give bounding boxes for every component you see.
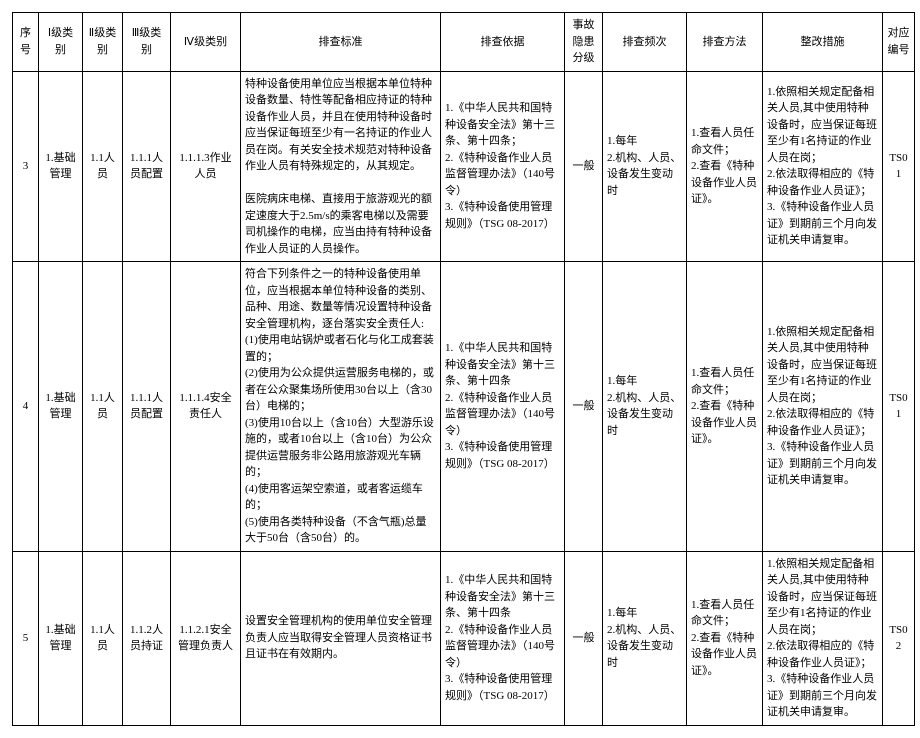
- h-meth: 排查方法: [687, 13, 763, 72]
- header-row: 序号 Ⅰ级类别 Ⅱ级类别 Ⅲ级类别 Ⅳ级类别 排查标准 排查依据 事故隐患分级 …: [13, 13, 915, 72]
- cell-seq: 4: [13, 262, 39, 552]
- cell-code: TS01: [883, 262, 915, 552]
- table-row: 51.基础管理1.1人员1.1.2人员持证1.1.2.1安全管理负责人设置安全管…: [13, 551, 915, 725]
- cell-c1: 1.基础管理: [39, 262, 83, 552]
- cell-std: 设置安全管理机构的使用单位安全管理负责人应当取得安全管理人员资格证书且证书在有效…: [241, 551, 441, 725]
- h-code: 对应编号: [883, 13, 915, 72]
- cell-risk: 一般: [565, 71, 603, 262]
- cell-code: TS02: [883, 551, 915, 725]
- cell-c4: 1.1.2.1安全管理负责人: [171, 551, 241, 725]
- cell-freq: 1.每年2.机构、人员、设备发生变动时: [603, 551, 687, 725]
- cell-meth: 1.查看人员任命文件；2.查看《特种设备作业人员证》。: [687, 262, 763, 552]
- h-c4: Ⅳ级类别: [171, 13, 241, 72]
- h-c3: Ⅲ级类别: [123, 13, 171, 72]
- cell-basis: 1.《中华人民共和国特种设备安全法》第十三条、第十四条2.《特种设备作业人员监督…: [441, 262, 565, 552]
- cell-code: TS01: [883, 71, 915, 262]
- cell-freq: 1.每年2.机构、人员、设备发生变动时: [603, 71, 687, 262]
- h-freq: 排查频次: [603, 13, 687, 72]
- h-seq: 序号: [13, 13, 39, 72]
- h-c1: Ⅰ级类别: [39, 13, 83, 72]
- cell-std: 符合下列条件之一的特种设备使用单位，应当根据本单位特种设备的类别、品种、用途、数…: [241, 262, 441, 552]
- h-act: 整改措施: [763, 13, 883, 72]
- cell-risk: 一般: [565, 262, 603, 552]
- inspection-table: 序号 Ⅰ级类别 Ⅱ级类别 Ⅲ级类别 Ⅳ级类别 排查标准 排查依据 事故隐患分级 …: [12, 12, 915, 726]
- cell-act: 1.依照相关规定配备相关人员,其中使用特种设备时，应当保证每班至少有1名持证的作…: [763, 262, 883, 552]
- h-c2: Ⅱ级类别: [83, 13, 123, 72]
- h-basis: 排查依据: [441, 13, 565, 72]
- h-risk: 事故隐患分级: [565, 13, 603, 72]
- cell-seq: 3: [13, 71, 39, 262]
- cell-basis: 1.《中华人民共和国特种设备安全法》第十三条、第十四条；2.《特种设备作业人员监…: [441, 71, 565, 262]
- cell-risk: 一般: [565, 551, 603, 725]
- cell-freq: 1.每年2.机构、人员、设备发生变动时: [603, 262, 687, 552]
- table-row: 41.基础管理1.1人员1.1.1人员配置1.1.1.4安全责任人符合下列条件之…: [13, 262, 915, 552]
- cell-c4: 1.1.1.3作业人员: [171, 71, 241, 262]
- cell-c2: 1.1人员: [83, 262, 123, 552]
- cell-basis: 1.《中华人民共和国特种设备安全法》第十三条、第十四条2.《特种设备作业人员监督…: [441, 551, 565, 725]
- cell-c3: 1.1.2人员持证: [123, 551, 171, 725]
- table-row: 31.基础管理1.1人员1.1.1人员配置1.1.1.3作业人员特种设备使用单位…: [13, 71, 915, 262]
- cell-c3: 1.1.1人员配置: [123, 71, 171, 262]
- cell-c2: 1.1人员: [83, 71, 123, 262]
- cell-meth: 1.查看人员任命文件；2.查看《特种设备作业人员证》。: [687, 551, 763, 725]
- cell-seq: 5: [13, 551, 39, 725]
- cell-c1: 1.基础管理: [39, 71, 83, 262]
- cell-c4: 1.1.1.4安全责任人: [171, 262, 241, 552]
- cell-act: 1.依照相关规定配备相关人员,其中使用特种设备时，应当保证每班至少有1名持证的作…: [763, 551, 883, 725]
- cell-act: 1.依照相关规定配备相关人员,其中使用特种设备时，应当保证每班至少有1名持证的作…: [763, 71, 883, 262]
- cell-c3: 1.1.1人员配置: [123, 262, 171, 552]
- cell-meth: 1.查看人员任命文件；2.查看《特种设备作业人员证》。: [687, 71, 763, 262]
- cell-c2: 1.1人员: [83, 551, 123, 725]
- cell-std: 特种设备使用单位应当根据本单位特种设备数量、特性等配备相应持证的特种设备作业人员…: [241, 71, 441, 262]
- h-std: 排查标准: [241, 13, 441, 72]
- cell-c1: 1.基础管理: [39, 551, 83, 725]
